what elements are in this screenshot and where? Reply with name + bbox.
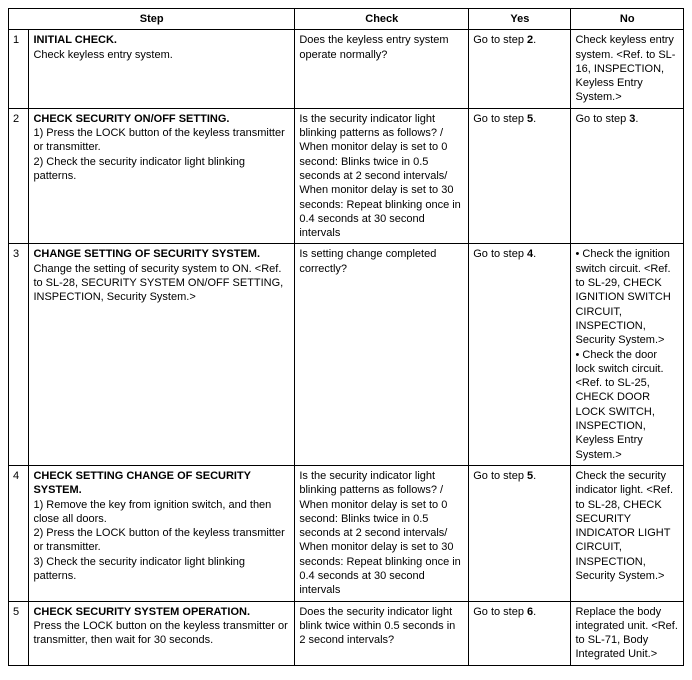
step-title: INITIAL CHECK.: [33, 34, 117, 46]
step-title: CHECK SETTING CHANGE OF SECURITY SYSTEM.: [33, 470, 250, 496]
header-check: Check: [295, 9, 469, 30]
step-body: Press the LOCK button on the keyless tra…: [33, 620, 287, 646]
step-cell: CHECK SETTING CHANGE OF SECURITY SYSTEM.…: [29, 465, 295, 601]
header-step: Step: [9, 9, 295, 30]
step-title: CHANGE SETTING OF SECURITY SYSTEM.: [33, 248, 260, 260]
no-cell: Replace the body integrated unit. <Ref. …: [571, 601, 684, 665]
step-number: 4: [9, 465, 29, 601]
step-body: 1) Press the LOCK button of the keyless …: [33, 127, 284, 182]
step-cell: INITIAL CHECK. Check keyless entry system…: [29, 30, 295, 108]
table-header-row: Step Check Yes No: [9, 9, 684, 30]
step-number: 1: [9, 30, 29, 108]
step-title: CHECK SECURITY SYSTEM OPERATION.: [33, 606, 250, 618]
step-number: 2: [9, 108, 29, 244]
step-number: 3: [9, 244, 29, 465]
check-cell: Does the keyless entry system operate no…: [295, 30, 469, 108]
no-cell: • Check the ignition switch circuit. <Re…: [571, 244, 684, 465]
header-yes: Yes: [469, 9, 571, 30]
step-body: Check keyless entry system.: [33, 49, 172, 61]
check-cell: Is the security indicator light blinking…: [295, 465, 469, 601]
check-cell: Is setting change completed correctly?: [295, 244, 469, 465]
step-cell: CHECK SECURITY SYSTEM OPERATION. Press th…: [29, 601, 295, 665]
no-cell: Check keyless entry system. <Ref. to SL-…: [571, 30, 684, 108]
no-cell: Go to step 3.: [571, 108, 684, 244]
yes-cell: Go to step 5.: [469, 465, 571, 601]
table-body: 1 INITIAL CHECK. Check keyless entry syste…: [9, 30, 684, 665]
table-row: 4CHECK SETTING CHANGE OF SECURITY SYSTEM…: [9, 465, 684, 601]
header-no: No: [571, 9, 684, 30]
step-number: 5: [9, 601, 29, 665]
step-title: CHECK SECURITY ON/OFF SETTING.: [33, 113, 229, 125]
table-row: 3 CHANGE SETTING OF SECURITY SYSTEM. Chang…: [9, 244, 684, 465]
table-row: 1 INITIAL CHECK. Check keyless entry syste…: [9, 30, 684, 108]
table-row: 5 CHECK SECURITY SYSTEM OPERATION. Press t…: [9, 601, 684, 665]
yes-cell: Go to step 6.: [469, 601, 571, 665]
diagnostic-table: Step Check Yes No 1 INITIAL CHECK. Check k…: [8, 8, 684, 666]
check-cell: Does the security indicator light blink …: [295, 601, 469, 665]
table-row: 2 CHECK SECURITY ON/OFF SETTING. 1) Press …: [9, 108, 684, 244]
no-cell: Check the security indicator light. <Ref…: [571, 465, 684, 601]
check-cell: Is the security indicator light blinking…: [295, 108, 469, 244]
step-cell: CHECK SECURITY ON/OFF SETTING. 1) Press t…: [29, 108, 295, 244]
yes-cell: Go to step 4.: [469, 244, 571, 465]
step-body: 1) Remove the key from ignition switch, …: [33, 499, 284, 582]
yes-cell: Go to step 5.: [469, 108, 571, 244]
yes-cell: Go to step 2.: [469, 30, 571, 108]
step-cell: CHANGE SETTING OF SECURITY SYSTEM. Change…: [29, 244, 295, 465]
step-body: Change the setting of security system to…: [33, 263, 283, 304]
